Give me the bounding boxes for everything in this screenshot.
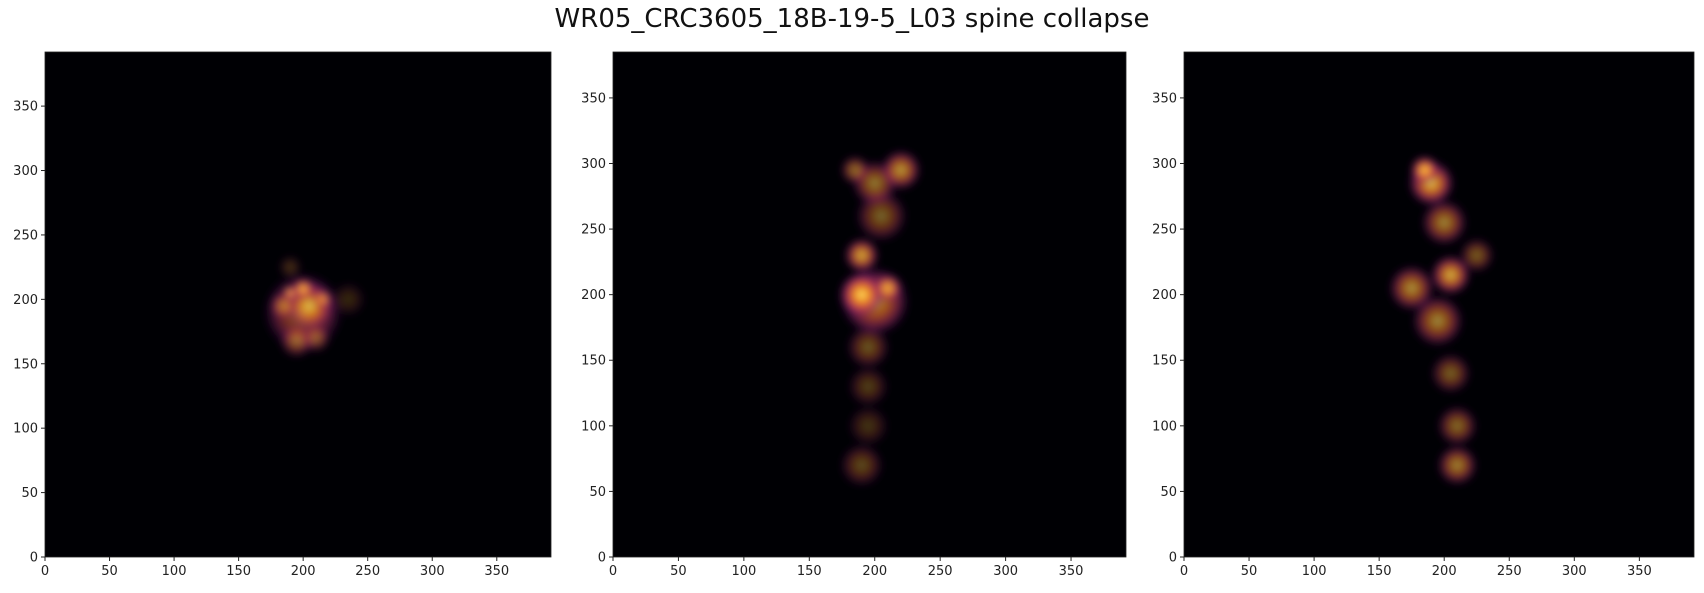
intensity-blob: [844, 238, 879, 273]
intensity-blob: [1421, 199, 1468, 246]
x-tick-label: 50: [670, 564, 687, 579]
axes-frame: [1183, 51, 1695, 558]
axes-frame: [44, 51, 552, 558]
y-tick-label: 200: [1152, 288, 1177, 303]
x-tick-label: 100: [731, 564, 756, 579]
intensity-blob: [1459, 238, 1494, 273]
intensity-blob: [880, 149, 922, 191]
intensity-blob: [301, 323, 331, 353]
x-tick-label: 300: [1562, 564, 1587, 579]
x-tick-label: 300: [420, 564, 445, 579]
y-tick-label: 200: [581, 288, 606, 303]
intensity-layer: [263, 255, 366, 358]
intensity-blob: [283, 285, 298, 301]
intensity-blob: [312, 289, 333, 310]
y-tick-label: 100: [581, 419, 606, 434]
y-tick-label: 250: [581, 223, 606, 238]
y-tick-label: 0: [30, 551, 38, 566]
y-tick-label: 350: [1152, 91, 1177, 106]
intensity-blob: [1437, 445, 1478, 486]
x-tick-label: 250: [355, 564, 380, 579]
x-tick-label: 250: [1497, 564, 1522, 579]
x-tick-label: 0: [609, 564, 617, 579]
y-tick-label: 300: [13, 164, 38, 179]
x-tick-label: 50: [101, 564, 118, 579]
intensity-blob: [1388, 265, 1435, 312]
intensity-blob: [278, 255, 302, 279]
heatmap-sagittal: 0 50 100 150 200 250 300 350 0 50 100 150 200 250 300 3…: [1152, 51, 1695, 579]
figure-title: WR05_CRC3605_18B-19-5_L03 spine collapse: [554, 4, 1150, 34]
intensity-layer: [838, 149, 922, 487]
intensity-blob: [840, 443, 884, 487]
heatmap-axial: 0 50 100 150 200 250 300 350 0 50 100 150 200 250 300 3…: [13, 51, 552, 579]
heatmap-coronal: 0 50 100 150 200 250 300 350 0 50 100 150 200 250 300 3…: [581, 51, 1127, 579]
x-tick-label: 200: [862, 564, 887, 579]
intensity-blob: [873, 273, 903, 303]
y-tick-label: 250: [13, 228, 38, 243]
y-tick-label: 300: [1152, 157, 1177, 172]
y-tick-label: 100: [13, 422, 38, 437]
x-tick-label: 100: [162, 564, 187, 579]
y-tick-label: 300: [581, 157, 606, 172]
x-tick-label: 350: [484, 564, 509, 579]
y-tick-label: 50: [21, 486, 38, 501]
y-tick-label: 50: [589, 485, 606, 500]
y-tick-label: 0: [598, 551, 606, 566]
intensity-blob: [291, 277, 315, 301]
x-tick-label: 150: [1367, 564, 1392, 579]
intensity-blob: [840, 155, 870, 185]
intensity-blob: [1410, 155, 1439, 185]
x-tick-label: 0: [41, 564, 49, 579]
x-tick-label: 200: [291, 564, 316, 579]
y-tick-label: 350: [581, 91, 606, 106]
y-tick-label: 0: [1169, 551, 1177, 566]
x-tick-label: 150: [797, 564, 822, 579]
x-tick-label: 350: [1059, 564, 1084, 579]
x-tick-label: 250: [928, 564, 953, 579]
subplot-sagittal: 0 50 100 150 200 250 300 350 0 50 100 150 200 250 300 3…: [1136, 0, 1704, 593]
intensity-blob: [1430, 353, 1471, 394]
y-tick-label: 50: [1160, 485, 1177, 500]
intensity-blob: [1437, 405, 1478, 446]
y-tick-label: 150: [1152, 354, 1177, 369]
y-tick-label: 250: [1152, 223, 1177, 238]
y-tick-label: 100: [1152, 419, 1177, 434]
x-tick-label: 100: [1302, 564, 1327, 579]
x-tick-label: 300: [993, 564, 1018, 579]
intensity-layer: [1388, 155, 1494, 486]
intensity-blob: [846, 325, 890, 369]
intensity-blob: [838, 271, 885, 318]
x-tick-label: 200: [1432, 564, 1457, 579]
intensity-blob: [848, 366, 889, 407]
x-tick-label: 350: [1627, 564, 1652, 579]
x-tick-label: 150: [226, 564, 251, 579]
y-tick-label: 350: [13, 100, 38, 115]
axes-frame: [612, 51, 1127, 558]
y-tick-label: 150: [13, 357, 38, 372]
intensity-blob: [848, 405, 889, 446]
x-tick-label: 50: [1241, 564, 1258, 579]
intensity-blob: [1411, 295, 1464, 347]
subplot-coronal: 0 50 100 150 200 250 300 350 0 50 100 150 200 250 300 3…: [568, 0, 1136, 593]
y-tick-label: 150: [581, 354, 606, 369]
subplot-axial: 0 50 100 150 200 250 300 350 0 50 100 150 200 250 300 3…: [0, 0, 568, 593]
x-tick-label: 0: [1180, 564, 1188, 579]
intensity-blob: [1430, 254, 1471, 296]
y-tick-label: 200: [13, 293, 38, 308]
